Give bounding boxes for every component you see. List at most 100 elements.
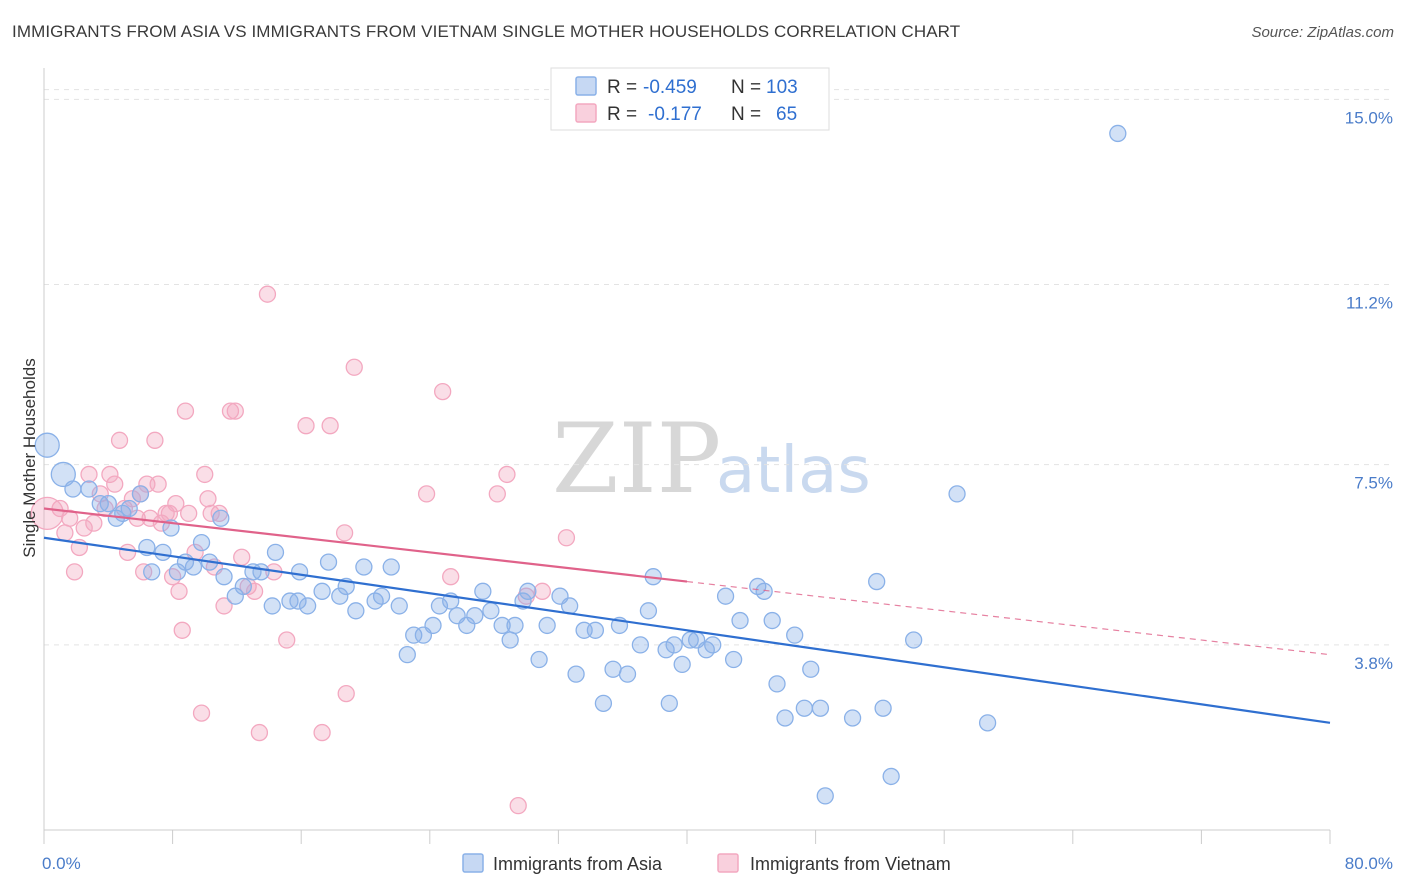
- asia-point-2: [64, 480, 82, 498]
- bottom-legend-swatch-asia: [462, 853, 484, 873]
- legend-r-value-asia: -0.459: [643, 77, 697, 98]
- vietnam-point-30: [173, 621, 191, 639]
- asia-point-86: [776, 709, 794, 727]
- vietnam-point-60: [498, 465, 516, 484]
- asia-point-40: [390, 597, 408, 615]
- asia-point-92: [843, 709, 862, 727]
- series-legend: Immigrants from Asia Immigrants from Vie…: [462, 853, 951, 874]
- vietnam-point-58: [442, 568, 460, 586]
- vietnam-point-28: [167, 494, 185, 513]
- asia-point-83: [755, 582, 773, 600]
- asia-point-44: [424, 616, 442, 635]
- vietnam-point-41: [221, 402, 240, 420]
- asia-point-24: [252, 563, 270, 581]
- asia-point-56: [519, 582, 537, 600]
- asia-point-85: [768, 675, 786, 693]
- vietnam-point-6: [75, 519, 93, 537]
- vietnam-point-59: [488, 485, 506, 503]
- vietnam-point-23: [149, 475, 167, 493]
- watermark: ZIP atlas: [552, 403, 871, 515]
- vietnam-point-27: [163, 568, 182, 586]
- asia-point-25: [263, 597, 281, 615]
- bottom-legend-swatch-vietnam: [717, 853, 739, 873]
- asia-point-17: [192, 533, 211, 552]
- y-tick-label-0: 3.8%: [1354, 654, 1393, 673]
- y-tick-label-1: 7.5%: [1354, 474, 1393, 493]
- bottom-legend-label-asia: Immigrants from Asia: [493, 854, 663, 874]
- vietnam-point-61: [509, 796, 527, 815]
- legend-n-label-asia: N =: [731, 77, 761, 98]
- x-tick-max: 80.0%: [1345, 854, 1393, 873]
- asia-point-35: [347, 602, 365, 620]
- series-asia-points: [34, 124, 1127, 805]
- vietnam-point-36: [199, 490, 217, 508]
- watermark-zip: ZIP: [552, 403, 721, 515]
- asia-point-5: [99, 494, 117, 513]
- asia-point-88: [795, 699, 813, 717]
- vietnam-trend-line: [43, 507, 688, 583]
- vietnam-point-54: [337, 684, 355, 703]
- asia-point-69: [639, 602, 658, 620]
- vietnam-point-32: [180, 504, 198, 523]
- vietnam-point-2: [56, 524, 74, 542]
- asia-point-50: [474, 582, 492, 600]
- vietnam-point-52: [321, 417, 339, 435]
- asia-point-54: [506, 616, 524, 635]
- asia-point-63: [586, 621, 605, 639]
- vietnam-point-51: [313, 723, 331, 742]
- vietnam-point-63: [533, 582, 551, 600]
- vietnam-point-11: [101, 465, 119, 484]
- asia-point-53: [501, 631, 519, 649]
- asia-point-99: [1109, 124, 1127, 143]
- asia-point-96: [905, 631, 923, 649]
- asia-point-98: [978, 714, 997, 732]
- asia-point-1: [50, 461, 76, 488]
- vietnam-point-40: [215, 597, 233, 615]
- asia-point-61: [567, 665, 585, 683]
- asia-point-31: [313, 582, 331, 600]
- asia-point-28: [289, 592, 307, 610]
- asia-point-52: [493, 616, 511, 635]
- asia-point-87: [786, 626, 804, 644]
- asia-point-94: [874, 699, 892, 717]
- asia-point-41: [398, 645, 416, 664]
- asia-point-93: [868, 572, 886, 591]
- vietnam-point-34: [192, 704, 211, 722]
- vietnam-trend-extension: [686, 580, 1331, 656]
- y-tick-labels: 3.8% 7.5% 11.2% 15.0%: [1345, 108, 1393, 673]
- vietnam-point-29: [170, 582, 188, 600]
- asia-point-22: [234, 577, 252, 596]
- asia-point-91: [816, 787, 834, 805]
- asia-point-20: [215, 568, 233, 586]
- asia-point-49: [466, 607, 484, 625]
- vietnam-point-12: [106, 475, 124, 493]
- y-tick-label-2: 11.2%: [1346, 293, 1393, 312]
- asia-point-8: [120, 499, 138, 518]
- asia-point-51: [482, 602, 500, 620]
- vietnam-point-49: [278, 631, 296, 649]
- asia-point-84: [763, 611, 781, 630]
- asia-point-78: [704, 636, 722, 654]
- vietnam-point-53: [335, 524, 354, 542]
- vietnam-point-43: [233, 548, 251, 566]
- bottom-legend-label-vietnam: Immigrants from Vietnam: [750, 854, 951, 874]
- vietnam-point-26: [160, 504, 179, 523]
- trend-lines: [43, 507, 1331, 724]
- y-tick-label-3: 15.0%: [1345, 108, 1393, 127]
- vietnam-point-15: [118, 543, 137, 562]
- legend-r-value-vietnam: -0.177: [648, 104, 702, 125]
- asia-point-75: [681, 631, 699, 649]
- legend-r-label-vietnam: R =: [607, 104, 637, 125]
- correlation-legend: R = -0.459 N = 103 R = -0.177 N = 65: [550, 67, 830, 131]
- asia-point-16: [184, 558, 203, 576]
- asia-point-30: [298, 597, 317, 615]
- asia-point-11: [143, 563, 161, 581]
- asia-point-81: [731, 611, 749, 630]
- source-note: Source: ZipAtlas.com: [1251, 24, 1394, 41]
- legend-n-label-vietnam: N =: [731, 104, 761, 125]
- watermark-atlas: atlas: [716, 434, 871, 508]
- vietnam-point-64: [557, 529, 576, 547]
- asia-point-65: [604, 660, 622, 678]
- asia-point-90: [811, 699, 830, 717]
- asia-point-97: [948, 485, 966, 503]
